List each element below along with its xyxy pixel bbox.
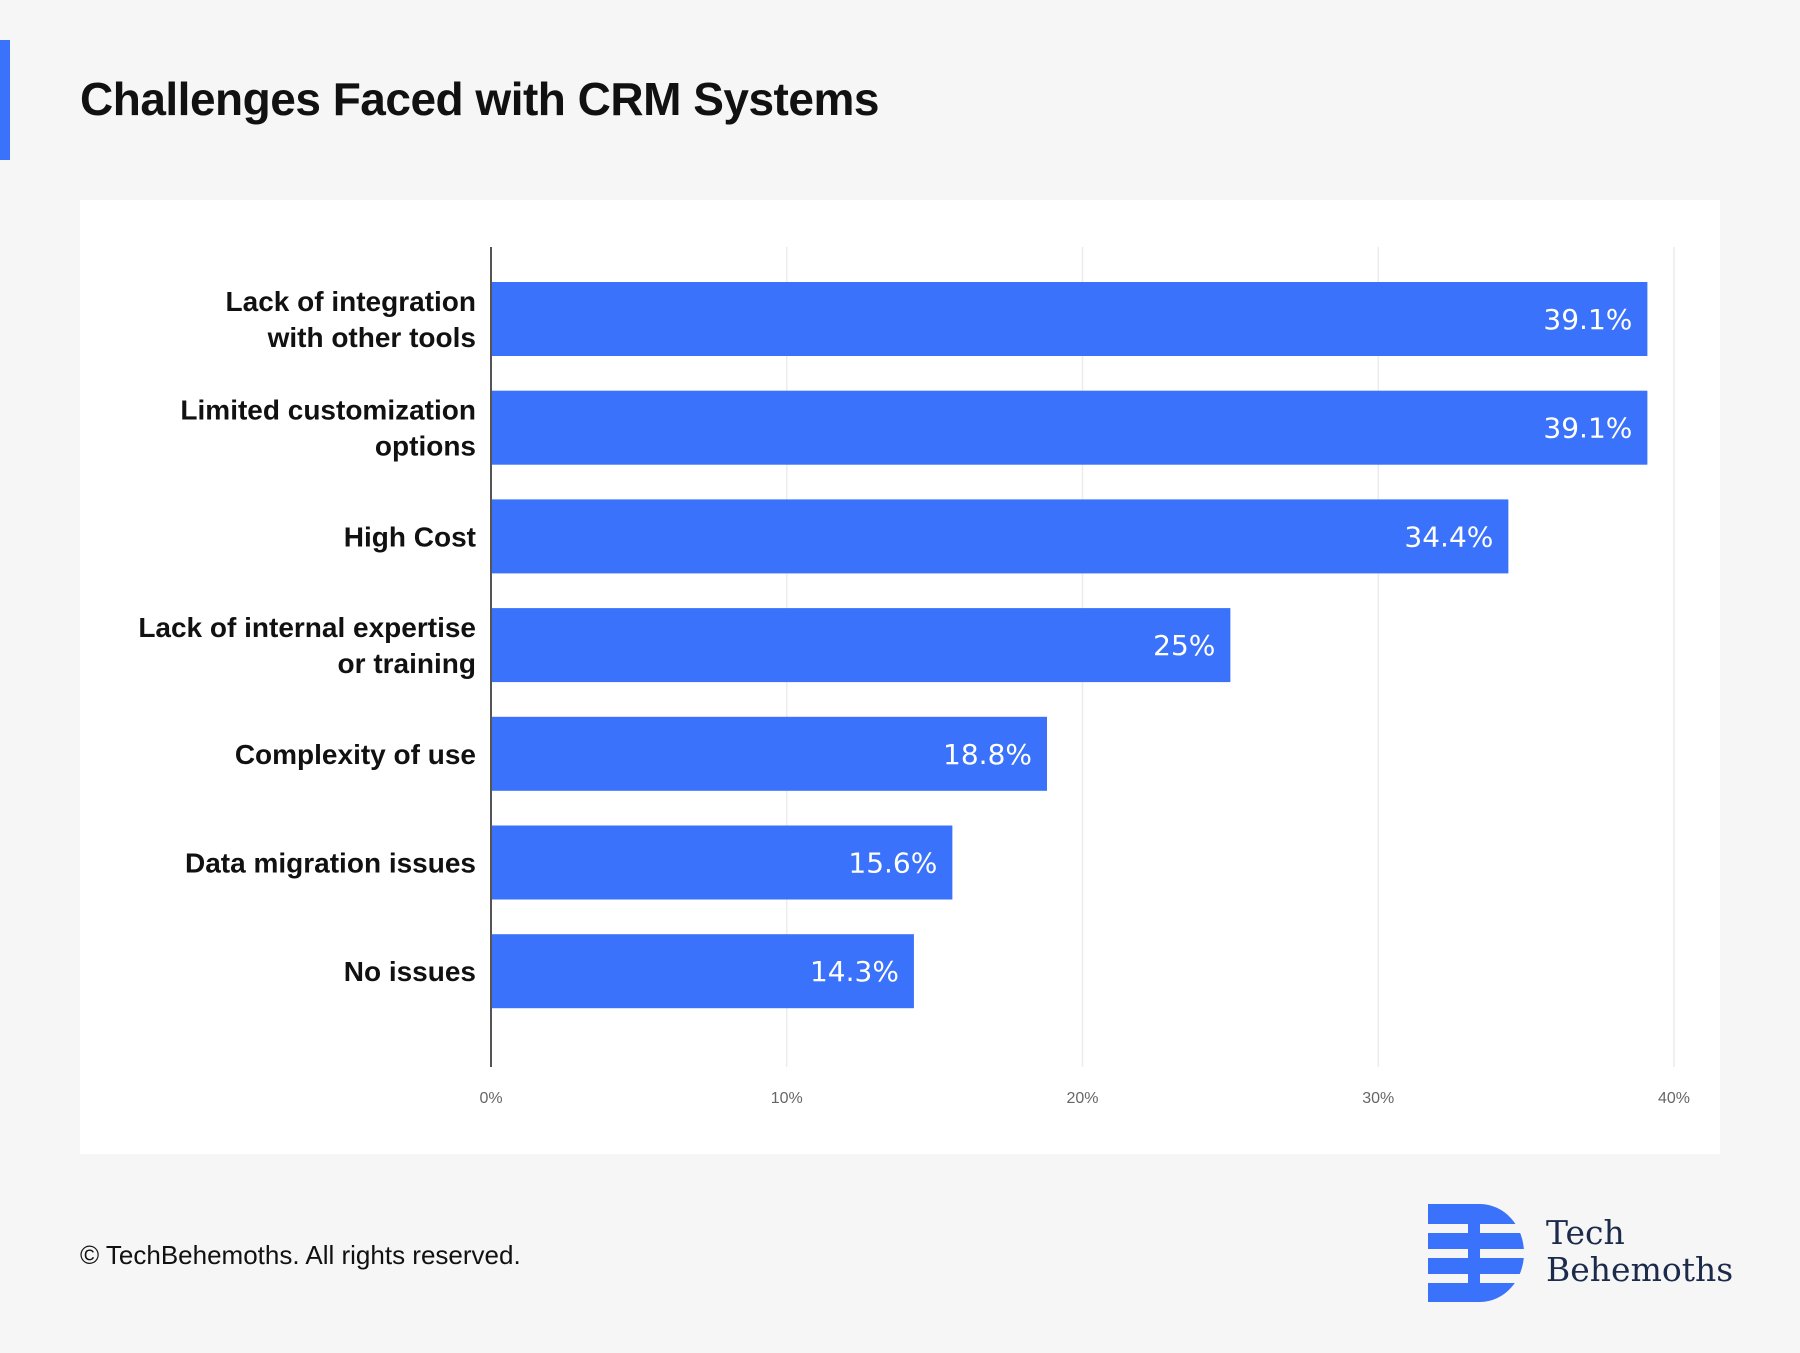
- bar: [491, 282, 1648, 356]
- x-tick-label: 0%: [479, 1090, 502, 1107]
- bar: [491, 499, 1509, 574]
- category-label: Complexity of use: [235, 739, 476, 770]
- category-label-line: Lack of internal expertise: [138, 612, 476, 643]
- bar-value-label: 34.4%: [1404, 520, 1493, 553]
- category-label-line: Complexity of use: [235, 739, 476, 770]
- bar-value-label: 15.6%: [848, 847, 937, 880]
- chart-card: 0% 10% 20% 30% 40% 39.1% Lack of integration wi…: [80, 200, 1720, 1154]
- category-label-line: or training: [338, 648, 476, 679]
- copyright-text: © TechBehemoths. All rights reserved.: [80, 1240, 521, 1270]
- techbehemoths-logo-icon: [1428, 1204, 1524, 1302]
- accent-bar: [0, 40, 10, 160]
- category-label-line: High Cost: [344, 521, 476, 552]
- category-label-line: Lack of integration: [226, 286, 476, 317]
- bar: [491, 390, 1648, 465]
- category-label-line: Limited customization: [180, 395, 476, 426]
- bar-value-label: 14.3%: [810, 955, 899, 988]
- logo-wordmark: Tech Behemoths: [1546, 1214, 1733, 1288]
- category-label: Data migration issues: [185, 848, 476, 879]
- category-label-line: No issues: [344, 956, 476, 987]
- bar-chart: 0% 10% 20% 30% 40% 39.1% Lack of integration wi…: [138, 247, 1690, 1107]
- bar: [491, 716, 1048, 791]
- category-label: Lack of integration with other tools: [226, 286, 476, 353]
- bar: [491, 934, 914, 1009]
- category-label-line: options: [375, 431, 476, 462]
- category-label: Lack of internal expertise or training: [138, 612, 476, 679]
- bar: [491, 608, 1231, 683]
- category-label: Limited customization options: [180, 395, 476, 462]
- bar-value-label: 39.1%: [1543, 412, 1632, 445]
- category-label: High Cost: [344, 521, 476, 552]
- category-label: No issues: [344, 956, 476, 987]
- chart-title: Challenges Faced with CRM Systems: [80, 73, 879, 125]
- bar-value-label: 25%: [1153, 629, 1215, 662]
- x-tick-label: 20%: [1066, 1090, 1098, 1107]
- logo-line-2: Behemoths: [1546, 1250, 1734, 1289]
- bar-value-label: 39.1%: [1543, 303, 1632, 336]
- x-tick-label: 10%: [771, 1090, 803, 1107]
- logo-line-1: Tech: [1546, 1213, 1625, 1252]
- category-label-line: with other tools: [267, 322, 476, 353]
- x-tick-label: 30%: [1362, 1090, 1394, 1107]
- bar-value-label: 18.8%: [943, 738, 1032, 771]
- x-tick-label: 40%: [1658, 1090, 1690, 1107]
- bar: [491, 825, 953, 900]
- category-label-line: Data migration issues: [185, 848, 476, 879]
